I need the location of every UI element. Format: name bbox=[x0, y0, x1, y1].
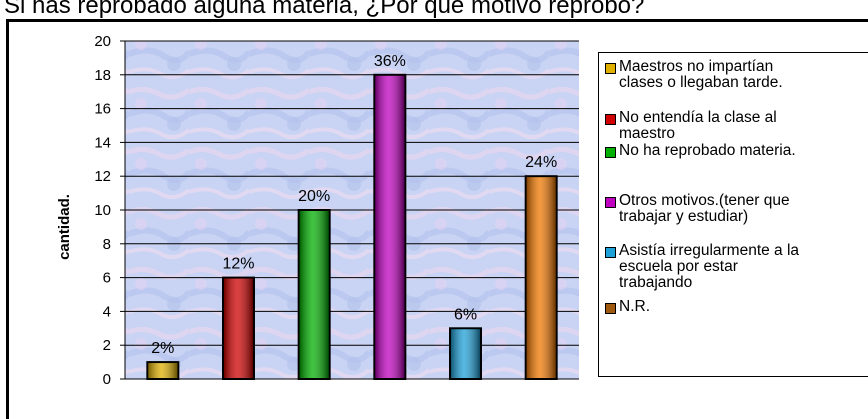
legend-swatch bbox=[605, 247, 616, 258]
legend-label: N.R. bbox=[619, 298, 650, 315]
legend-swatch bbox=[605, 197, 616, 208]
bar-data-label: 6% bbox=[454, 306, 477, 323]
bar-shading bbox=[375, 75, 405, 379]
y-tick-label: 6 bbox=[103, 270, 111, 287]
legend-label: Otros motivos.(tener que trabajar y estu… bbox=[619, 192, 790, 225]
legend-item: Asistía irregularmente a la escuela por … bbox=[605, 243, 799, 291]
bar-shading bbox=[148, 363, 178, 378]
bar-shading bbox=[224, 278, 253, 378]
y-tick-label: 0 bbox=[103, 371, 111, 388]
bar-data-label: 20% bbox=[298, 188, 330, 205]
bar-data-label: 24% bbox=[525, 154, 557, 171]
legend-item: No ha reprobado materia. bbox=[605, 143, 796, 159]
y-tick-label: 8 bbox=[103, 236, 111, 253]
legend-item: N.R. bbox=[605, 299, 650, 315]
y-tick-label: 4 bbox=[103, 303, 111, 320]
legend-label: Asistía irregularmente a la escuela por … bbox=[619, 242, 800, 291]
bar[interactable] bbox=[373, 73, 407, 381]
y-tick-label: 10 bbox=[94, 202, 111, 219]
legend: Maestros no impartían clases o llegaban … bbox=[598, 52, 868, 377]
y-tick-label: 14 bbox=[94, 134, 111, 151]
legend-item: Maestros no impartían clases o llegaban … bbox=[605, 59, 783, 91]
bar[interactable] bbox=[449, 327, 482, 380]
bar[interactable] bbox=[297, 209, 331, 380]
bar-shading bbox=[451, 329, 480, 378]
bar-data-label: 36% bbox=[374, 53, 406, 70]
legend-swatch bbox=[605, 114, 616, 125]
bar-data-label: 12% bbox=[222, 256, 254, 273]
legend-swatch bbox=[605, 303, 616, 314]
legend-label: No entendía la clase al maestro bbox=[619, 109, 777, 142]
chart-title: Si has reprobado alguna materia, ¿Por qu… bbox=[4, 0, 645, 19]
bar[interactable] bbox=[222, 276, 255, 381]
y-tick-label: 18 bbox=[94, 67, 111, 84]
y-tick-label: 2 bbox=[103, 337, 111, 354]
bar-data-label: 2% bbox=[151, 340, 174, 357]
legend-label: No ha reprobado materia. bbox=[619, 142, 796, 159]
y-tick-label: 16 bbox=[94, 101, 111, 118]
chart-frame: 0 2 4 6 8 10 12 14 16 18 20 2% 12% 20% 36% 6% 24% canti… bbox=[6, 19, 868, 419]
y-axis-label: cantidad. bbox=[56, 194, 73, 260]
legend-swatch bbox=[605, 147, 616, 158]
legend-item: No entendía la clase al maestro bbox=[605, 110, 777, 142]
legend-swatch bbox=[605, 63, 616, 74]
bar-chart: 0 2 4 6 8 10 12 14 16 18 20 2% 12% 20% 36% 6% 24% canti… bbox=[56, 33, 579, 388]
bar[interactable] bbox=[146, 361, 180, 381]
y-tick-label: 12 bbox=[94, 168, 111, 185]
legend-label: Maestros no impartían clases o llegaban … bbox=[619, 58, 783, 91]
bar-shading bbox=[526, 177, 556, 378]
bar[interactable] bbox=[524, 175, 558, 380]
bar-shading bbox=[299, 211, 329, 378]
y-tick-label: 20 bbox=[94, 33, 111, 50]
legend-item: Otros motivos.(tener que trabajar y estu… bbox=[605, 193, 790, 225]
